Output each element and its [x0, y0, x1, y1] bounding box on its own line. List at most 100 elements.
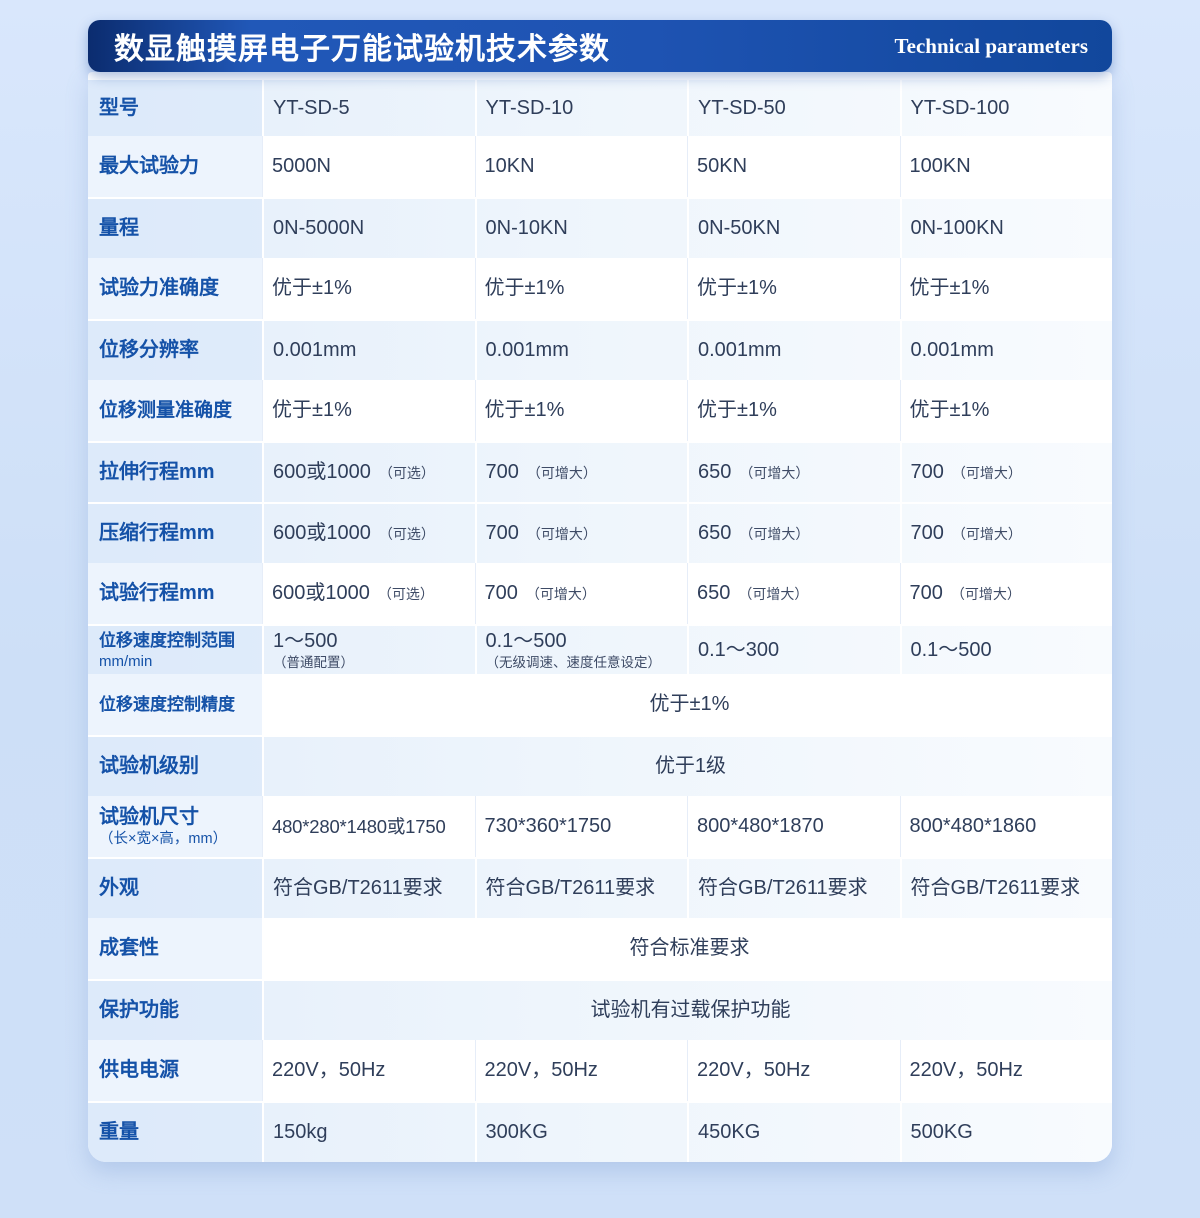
cell-value: 5000N [262, 136, 475, 197]
table-row: 保护功能 试验机有过载保护功能 [88, 979, 1112, 1040]
parameters-table: 型号 YT-SD-5 YT-SD-10 YT-SD-50 YT-SD-100 最大试验力 5… [88, 72, 1112, 1162]
row-label: 试验力准确度 [88, 258, 262, 319]
cell-note: （可增大） [525, 586, 596, 602]
cell-value: 符合GB/T2611要求 [474, 859, 688, 918]
cell-value: 0N-5000N [262, 199, 475, 258]
cell-value: 600或1000 （可选） [262, 504, 475, 563]
table-row: 试验机尺寸 （长×宽×高，mm） 480*280*1480或1750 730*360*… [88, 796, 1112, 857]
row-label: 位移测量准确度 [88, 380, 262, 441]
cell-value: 0N-10KN [474, 199, 688, 258]
cell-value: 优于±1% [687, 380, 900, 441]
row-span-value: 优于±1% [649, 693, 730, 715]
cell-value: 1～500 （普通配置） [262, 626, 475, 674]
cell-value: 优于±1% [262, 258, 475, 319]
table-row: 重量 150kg 300KG 450KG 500KG [88, 1101, 1112, 1162]
cell-value: YT-SD-5 [262, 80, 475, 136]
cell-note: （可增大） [738, 586, 809, 602]
table-row: 供电电源 220V，50Hz 220V，50Hz 220V，50Hz 220V，50Hz [88, 1040, 1112, 1101]
cell-note: （可增大） [951, 526, 1022, 542]
cell-value: 0N-50KN [687, 199, 900, 258]
cell-value: 730*360*1750 [474, 796, 688, 857]
row-label: 最大试验力 [88, 136, 262, 197]
cell-value: YT-SD-50 [687, 80, 900, 136]
cell-value: 0.001mm [899, 321, 1113, 380]
cell-value: 700 （可增大） [899, 443, 1113, 502]
row-label: 压缩行程mm [88, 504, 262, 563]
cell-value: 优于±1% [474, 380, 688, 441]
row-label: 型号 [88, 80, 262, 136]
cell-value: 优于±1% [687, 258, 900, 319]
cell-value: 700 （可增大） [474, 443, 688, 502]
page-title-en: Technical parameters [894, 33, 1088, 58]
cell-value: 700 （可增大） [899, 504, 1113, 563]
cell-value: 符合GB/T2611要求 [899, 859, 1113, 918]
cell-value: 10KN [474, 136, 688, 197]
header-banner: 数显触摸屏电子万能试验机技术参数 Technical parameters [88, 20, 1112, 72]
cell-value: 800*480*1870 [687, 796, 900, 857]
table-row: 位移测量准确度 优于±1% 优于±1% 优于±1% 优于±1% [88, 380, 1112, 441]
cell-value: 50KN [687, 136, 900, 197]
cell-value: 0N-100KN [899, 199, 1113, 258]
cell-note: （可增大） [950, 586, 1021, 602]
row-label: 量程 [88, 199, 262, 258]
cell-value: 0.001mm [474, 321, 688, 380]
cell-note: （可选） [378, 465, 435, 481]
cell-value: 220V，50Hz [687, 1040, 900, 1101]
table-row: 拉伸行程mm 600或1000 （可选） 700 （可增大） 650 （可增大） 700 （可增… [88, 441, 1112, 502]
row-span-value: 优于1级 [262, 737, 1112, 796]
row-span-value: 试验机有过载保护功能 [262, 981, 1112, 1040]
cell-subnote: （普通配置） [273, 655, 354, 671]
cell-value: 650 （可增大） [687, 504, 900, 563]
cell-value: 100KN [899, 136, 1113, 197]
cell-value: 0.001mm [687, 321, 900, 380]
row-label: 外观 [88, 859, 262, 918]
row-label: 试验行程mm [88, 563, 262, 624]
cell-value: 0.001mm [262, 321, 475, 380]
cell-value: 650 （可增大） [687, 443, 900, 502]
cell-value: 700 （可增大） [899, 563, 1113, 624]
row-label: 重量 [88, 1103, 262, 1162]
row-span-value: 符合标准要求 [629, 937, 750, 959]
cell-subnote: （无级调速、速度任意设定） [485, 655, 662, 671]
cell-value: 符合GB/T2611要求 [262, 859, 475, 918]
cell-note: （可选） [377, 586, 434, 602]
cell-note: （可增大） [739, 465, 810, 481]
cell-value: 0.1～500 （无级调速、速度任意设定） [474, 626, 688, 674]
cell-note: （可增大） [526, 465, 597, 481]
row-sublabel: mm/min [99, 652, 153, 670]
cell-value: 优于±1% [474, 258, 688, 319]
cell-note: （可选） [378, 526, 435, 542]
row-label: 保护功能 [88, 981, 262, 1040]
cell-value: YT-SD-10 [474, 80, 688, 136]
row-label: 试验机尺寸 （长×宽×高，mm） [88, 796, 262, 857]
row-label: 位移分辨率 [88, 321, 262, 380]
cell-value: 650 （可增大） [687, 563, 900, 624]
cell-value: 优于±1% [262, 380, 475, 441]
table-row: 外观 符合GB/T2611要求 符合GB/T2611要求 符合GB/T2611要求 符合… [88, 857, 1112, 918]
cell-value: 150kg [262, 1103, 475, 1162]
cell-value: YT-SD-100 [899, 80, 1113, 136]
cell-value: 500KG [899, 1103, 1113, 1162]
cell-value: 450KG [687, 1103, 900, 1162]
cell-value: 800*480*1860 [899, 796, 1113, 857]
cell-note: （可增大） [739, 526, 810, 542]
page: 数显触摸屏电子万能试验机技术参数 Technical parameters 型号… [88, 20, 1112, 1162]
row-label: 位移速度控制范围 mm/min [88, 626, 262, 674]
row-label: 位移速度控制精度 [88, 674, 262, 735]
row-sublabel: （长×宽×高，mm） [99, 831, 228, 848]
cell-value: 0.1～500 [899, 626, 1113, 674]
table-row: 位移速度控制精度 优于±1% [88, 674, 1112, 735]
table-row: 压缩行程mm 600或1000 （可选） 700 （可增大） 650 （可增大） 700 （可增… [88, 502, 1112, 563]
page-title: 数显触摸屏电子万能试验机技术参数 [114, 33, 610, 66]
cell-value: 600或1000 （可选） [262, 443, 475, 502]
cell-value: 220V，50Hz [474, 1040, 688, 1101]
table-row: 最大试验力 5000N 10KN 50KN 100KN [88, 136, 1112, 197]
table-row: 试验行程mm 600或1000 （可选） 700 （可增大） 650 （可增大） 700 （可增… [88, 563, 1112, 624]
table-row: 型号 YT-SD-5 YT-SD-10 YT-SD-50 YT-SD-100 [88, 78, 1112, 136]
table-row: 位移速度控制范围 mm/min 1～500 （普通配置） 0.1～500 （无级调速、速度… [88, 624, 1112, 674]
cell-value: 300KG [474, 1103, 688, 1162]
table-row: 量程 0N-5000N 0N-10KN 0N-50KN 0N-100KN [88, 197, 1112, 258]
cell-value: 480*280*1480或1750 [262, 796, 475, 857]
cell-value: 700 （可增大） [474, 504, 688, 563]
table-row: 试验力准确度 优于±1% 优于±1% 优于±1% 优于±1% [88, 258, 1112, 319]
